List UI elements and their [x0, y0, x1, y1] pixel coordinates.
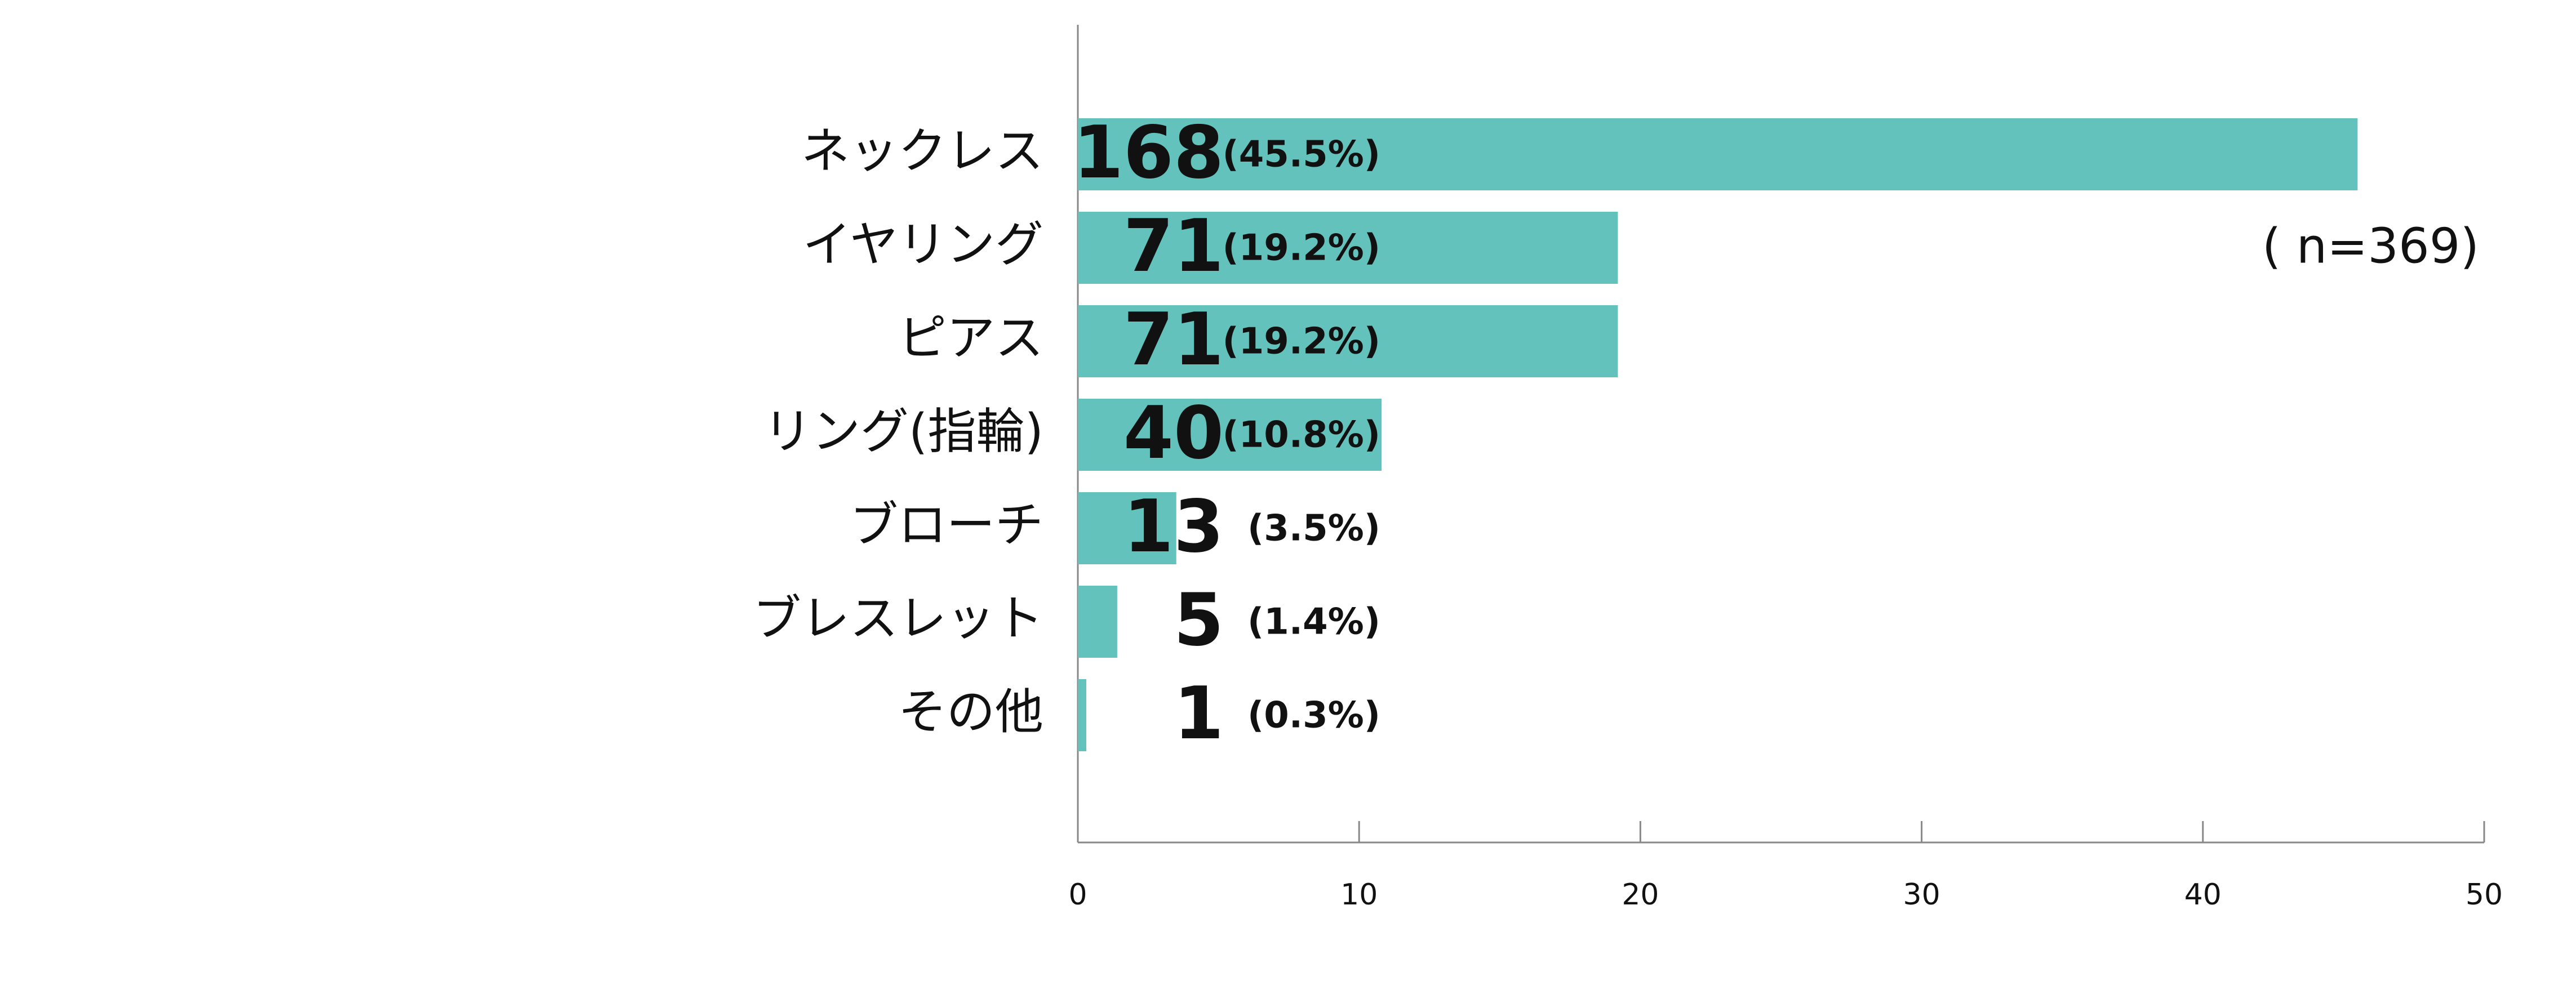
category-label: ピアス: [898, 310, 1043, 366]
category-label: その他: [898, 684, 1043, 740]
category-label: イヤリング: [803, 216, 1043, 273]
count-label: 40: [1123, 391, 1224, 475]
percent-label: (0.3%): [1247, 695, 1380, 737]
bar: [1078, 492, 1176, 564]
category-label: リング(指輪): [763, 403, 1043, 460]
bar: [1078, 679, 1086, 751]
count-label: 5: [1174, 578, 1224, 662]
bar: [1078, 586, 1117, 658]
percent-label: (10.8%): [1222, 414, 1380, 456]
percent-label: (45.5%): [1222, 134, 1380, 176]
x-tick-label: 40: [2184, 878, 2222, 912]
x-tick-label: 50: [2466, 878, 2503, 912]
x-tick-label: 20: [1622, 878, 1659, 912]
count-label: 1: [1174, 672, 1224, 756]
x-tick-label: 10: [1340, 878, 1378, 912]
category-label: ブレスレット: [753, 590, 1043, 646]
sample-size: ( n=369): [2262, 218, 2479, 274]
x-tick-label: 30: [1903, 878, 1940, 912]
percent-label: (19.2%): [1222, 228, 1380, 269]
x-tick-label: 0: [1068, 878, 1087, 912]
bar: [1078, 399, 1382, 471]
percent-label: (3.5%): [1247, 508, 1380, 550]
bar: [1078, 305, 1618, 377]
bar: [1078, 118, 2358, 190]
percent-label: (1.4%): [1247, 601, 1380, 643]
category-label: ブローチ: [850, 497, 1043, 553]
percent-label: (19.2%): [1222, 321, 1380, 363]
count-label: 71: [1123, 298, 1224, 382]
count-label: 13: [1123, 485, 1224, 569]
count-label: 71: [1123, 204, 1224, 288]
category-label: ネックレス: [801, 123, 1043, 179]
bar: [1078, 212, 1618, 284]
count-label: 168: [1073, 111, 1224, 195]
